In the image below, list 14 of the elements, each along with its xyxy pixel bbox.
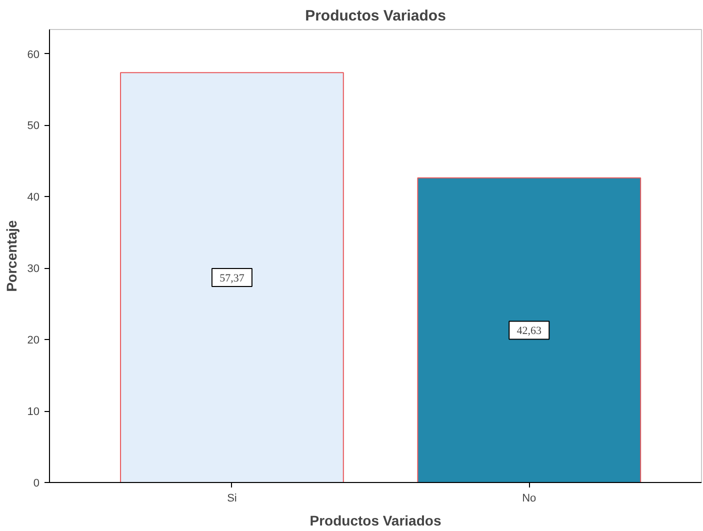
x-tick-label: Si	[227, 492, 237, 504]
y-tick-label: 20	[27, 334, 40, 347]
y-tick-label: 50	[27, 120, 40, 132]
y-tick-label: 30	[27, 263, 40, 276]
x-axis-title: Productos Variados	[310, 512, 442, 528]
y-tick-label: 10	[27, 406, 40, 418]
chart-title: Productos Variados	[305, 8, 446, 24]
data-label: 42,63	[516, 325, 542, 338]
y-tick-label: 0	[33, 478, 40, 490]
y-axis-title: Porcentaje	[3, 220, 20, 292]
data-label: 57,37	[220, 272, 245, 285]
x-tick-label: No	[522, 492, 536, 504]
y-tick-label: 60	[27, 48, 40, 61]
y-tick-label: 40	[27, 192, 40, 204]
